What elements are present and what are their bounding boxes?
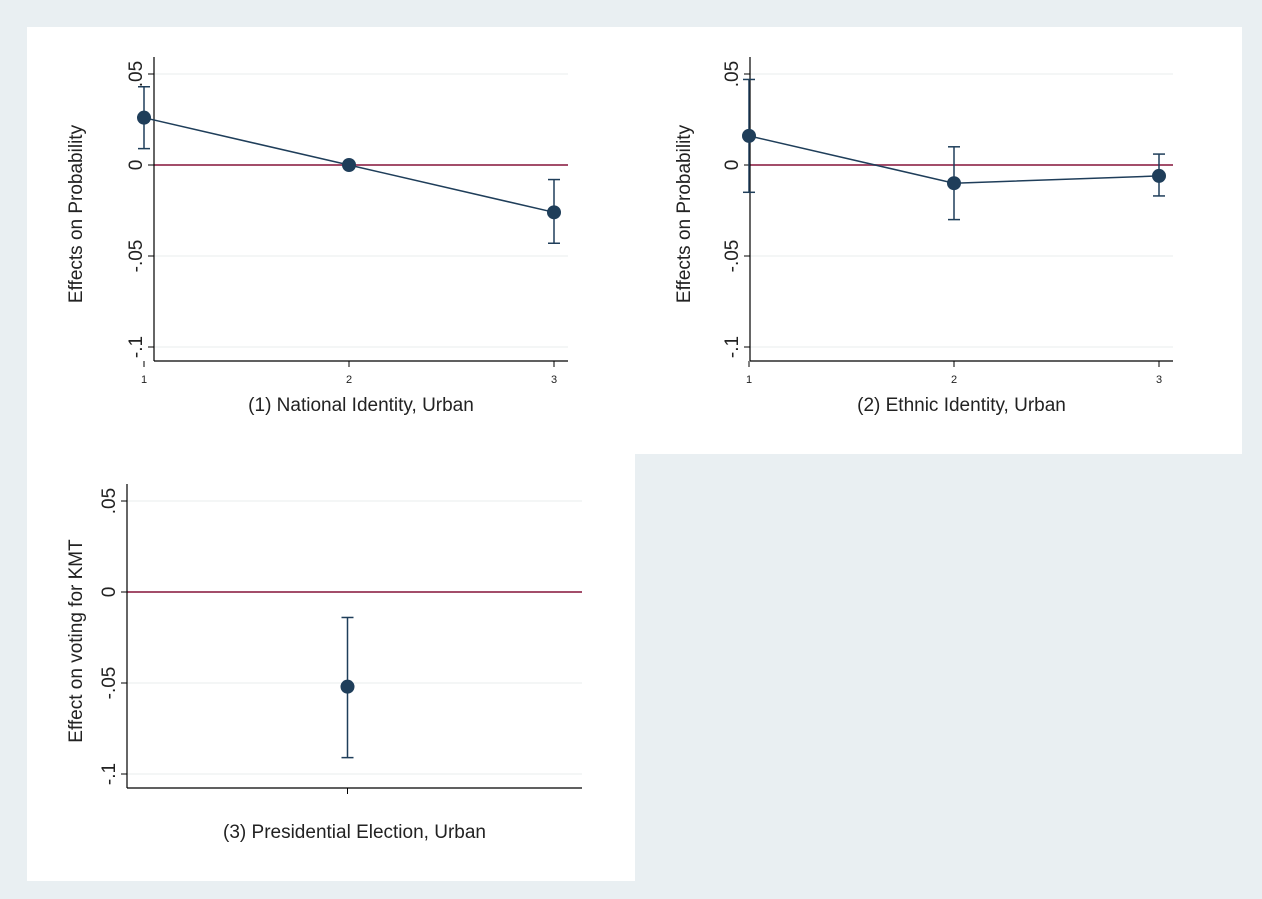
x-tick-label: 1: [746, 374, 752, 386]
data-point: [340, 679, 355, 694]
y-tick-label: -.1: [99, 763, 120, 785]
x-axis-title: (3) Presidential Election, Urban: [223, 822, 486, 843]
y-tick-label: .05: [99, 488, 120, 514]
y-tick-label: 0: [722, 160, 743, 171]
x-tick-label: 1: [141, 374, 147, 386]
y-tick-label: -.05: [722, 240, 743, 273]
x-tick-label: 3: [551, 374, 557, 386]
data-point: [742, 128, 756, 143]
data-point: [547, 205, 561, 220]
y-tick-label: 0: [99, 587, 120, 598]
chart-presidential-election: .05 0 -.05 -.1 (3) Presidential Election, Ur…: [66, 484, 582, 843]
y-tick-label: -.1: [126, 336, 147, 358]
data-point: [342, 158, 356, 172]
chart-ethnic-identity: .05 0 -.05 -.1 1 2 3 (2) Ethnic Identity, Urban…: [674, 57, 1173, 416]
y-tick-label: -.05: [126, 240, 147, 273]
x-tick-label: 3: [1156, 374, 1162, 386]
y-tick-label: .05: [722, 61, 743, 87]
chart-panel-ethnic-identity: .05 0 -.05 -.1 1 2 3 (2) Ethnic Identity, Urban…: [635, 27, 1242, 454]
y-axis-title: Effects on Probability: [674, 124, 695, 303]
data-point: [1152, 168, 1166, 183]
y-tick-label: -.05: [99, 667, 120, 700]
y-tick-label: .05: [126, 61, 147, 87]
chart-panel-national-identity: .05 0 -.05 -.1 1 2 3 (1) National Identity, Urb…: [27, 27, 635, 454]
x-tick-label: 2: [951, 374, 957, 386]
chart-national-identity: .05 0 -.05 -.1 1 2 3 (1) National Identity, Urb…: [66, 57, 568, 416]
x-tick-label: 2: [346, 374, 352, 386]
data-point: [947, 176, 961, 191]
x-axis-title: (2) Ethnic Identity, Urban: [857, 395, 1066, 416]
y-tick-label: 0: [126, 160, 147, 171]
y-axis-title: Effects on Probability: [66, 124, 87, 303]
y-tick-label: -.1: [722, 336, 743, 358]
data-point: [137, 110, 151, 125]
y-axis-title: Effect on voting for KMT: [66, 539, 87, 743]
x-axis-title: (1) National Identity, Urban: [248, 395, 474, 416]
chart-panel-presidential-election: .05 0 -.05 -.1 (3) Presidential Election, Ur…: [27, 454, 635, 881]
